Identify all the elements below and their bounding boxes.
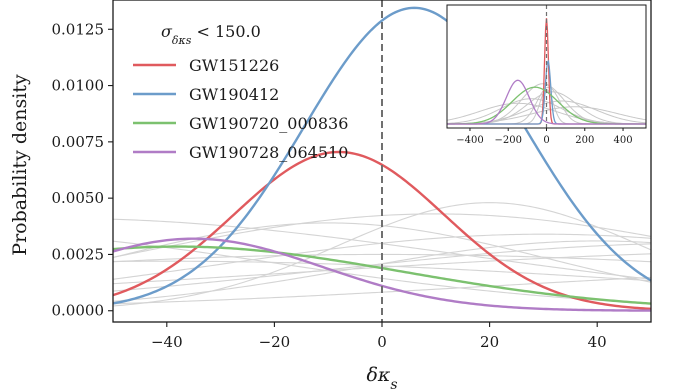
inset-x-tick-label: 200 [575,135,594,146]
legend-label: GW190720_000836 [189,114,348,133]
legend-label: GW151226 [189,56,279,75]
legend-label: GW190412 [189,85,279,104]
legend-label: GW190728_064510 [189,143,348,162]
x-tick-label: 20 [480,333,499,351]
inset-x-tick-label: 0 [543,135,549,146]
x-axis-ticks: −40 −20 0 20 40 [151,322,607,351]
inset-series-line [447,79,646,125]
x-tick-label: −40 [151,333,183,351]
x-axis-label: δκs [366,364,397,392]
inset-x-tick-label: 400 [613,135,632,146]
y-tick-label: 0.0025 [52,245,105,263]
y-tick-label: 0.0075 [52,133,105,151]
y-tick-label: 0.0000 [52,302,105,320]
background-curve [112,240,652,302]
y-tick-label: 0.0050 [52,189,105,207]
series-line-gw190412 [112,6,652,305]
series-line-gw151226 [112,150,652,311]
y-tick-label: 0.0100 [52,77,105,95]
legend-title: σδκs < 150.0 [161,22,261,47]
y-axis-ticks: 0.0000 0.0025 0.0050 0.0075 0.0100 0.0125 [52,20,113,320]
y-axis-label: Probability density [9,74,31,256]
x-tick-label: 0 [377,333,387,351]
y-tick-label: 0.0125 [52,20,105,38]
series-line-gw190728_064510 [112,237,652,312]
x-tick-label: 40 [588,333,607,351]
inset-x-ticks: −400 −200 0 200 400 [456,128,633,146]
inset-plot: −400 −200 0 200 400 [446,4,647,146]
inset-x-tick-label: −400 [456,135,483,146]
inset-x-tick-label: −200 [494,135,521,146]
legend: σδκs < 150.0 GW151226 GW190412 GW190720_00… [133,22,348,162]
legend-items: GW151226 GW190412 GW190720_000836 GW190728_… [133,56,348,162]
inset-background-curve [446,102,647,125]
x-tick-label: −20 [259,333,291,351]
